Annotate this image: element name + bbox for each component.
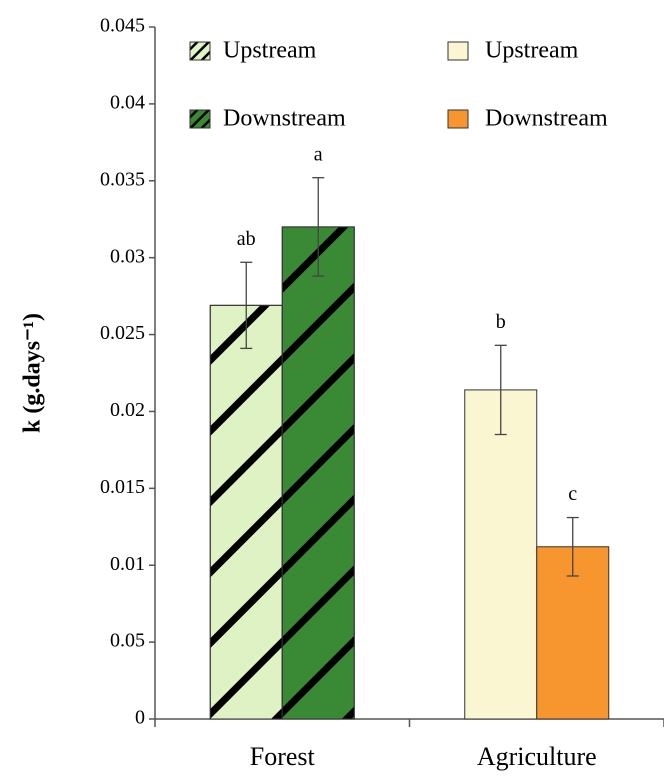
- y-tick-label: 0.04: [110, 91, 145, 113]
- y-tick-label: 0.05: [110, 630, 145, 652]
- y-tick-label: 0.01: [110, 553, 145, 575]
- y-tick-label: 0.045: [100, 15, 145, 37]
- bar-hatch: [209, 304, 283, 720]
- significance-label: c: [568, 483, 577, 505]
- y-tick-label: 0: [135, 707, 145, 729]
- y-tick-label: 0.02: [110, 399, 145, 421]
- significance-label: ab: [237, 228, 256, 250]
- legend-label: Upstream: [223, 38, 317, 64]
- y-tick-label: 0.035: [100, 168, 145, 190]
- bar-hatch: [281, 226, 355, 720]
- legend-label: Upstream: [485, 38, 579, 64]
- significance-label: a: [314, 143, 323, 165]
- x-tick-label: Agriculture: [477, 742, 597, 771]
- legend-label: Downstream: [223, 106, 346, 132]
- y-tick-label: 0.025: [100, 322, 145, 344]
- y-tick-label: 0.03: [110, 245, 145, 267]
- bar: [464, 389, 538, 720]
- significance-label: b: [496, 311, 506, 333]
- legend-label: Downstream: [485, 106, 608, 132]
- x-tick-label: Forest: [250, 742, 316, 771]
- y-tick-label: 0.015: [100, 476, 145, 498]
- legend-swatch: [447, 41, 469, 61]
- legend-swatch: [447, 109, 469, 129]
- legend-hatch: [189, 109, 211, 129]
- legend-hatch: [189, 41, 211, 61]
- y-axis-label: k (g.days⁻¹): [20, 313, 46, 433]
